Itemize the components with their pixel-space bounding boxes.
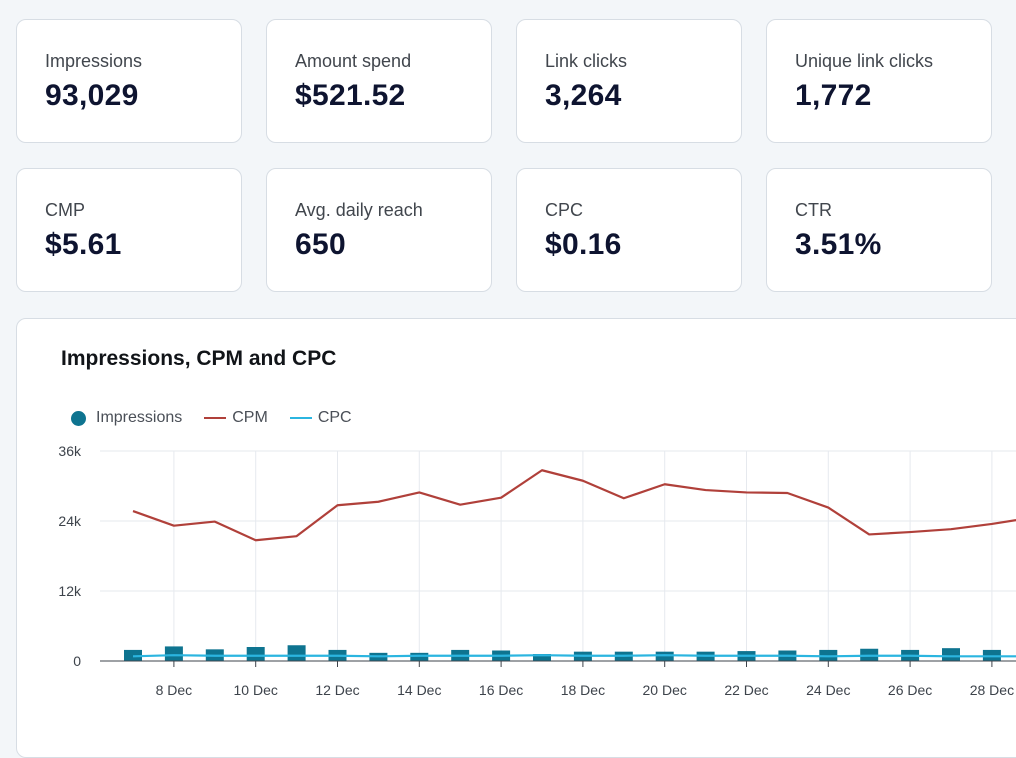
legend-label-cpm: CPM (232, 409, 268, 426)
y-tick-label: 0 (73, 653, 81, 669)
kpi-card-3: Link clicks 3,264 (516, 19, 742, 143)
kpi-card-4: Unique link clicks 1,772 (766, 19, 992, 143)
legend-label-cpc: CPC (317, 409, 352, 426)
kpi-value: $0.16 (545, 228, 622, 261)
chart-card: Impressions, CPM and CPC Impressions CPM… (16, 318, 1016, 758)
kpi-label: CPC (545, 200, 584, 220)
impressions-bar (533, 654, 551, 661)
impressions-bar (942, 648, 960, 661)
chart-plot: 0 12k 24k 36k 8 Dec 10 Dec 12 Dec 14 Dec 16 Dec 1… (58, 443, 1016, 698)
x-tick-label: 20 Dec (643, 682, 687, 698)
x-tick-label: 8 Dec (156, 682, 193, 698)
cpc-line (132, 654, 1016, 658)
x-tick-label: 22 Dec (724, 682, 768, 698)
kpi-label: CTR (795, 200, 832, 220)
impressions-dot-icon (71, 410, 86, 426)
x-tick-label: 26 Dec (888, 682, 932, 698)
kpi-label: Link clicks (545, 51, 628, 71)
chart-title: Impressions, CPM and CPC (61, 347, 337, 370)
kpi-card-6: Avg. daily reach 650 (266, 168, 492, 292)
kpi-value: 3,264 (545, 79, 622, 112)
legend-label-impressions: Impressions (96, 409, 183, 426)
impressions-bar (287, 645, 306, 661)
kpi-card-2: Amount spend $521.52 (266, 19, 492, 143)
kpi-label: Amount spend (295, 51, 412, 71)
impressions-bar (246, 647, 265, 661)
kpi-label: CMP (45, 200, 85, 220)
kpi-value: 3.51% (795, 228, 882, 261)
kpi-value: 650 (295, 228, 346, 261)
kpi-label: Unique link clicks (795, 51, 934, 71)
x-tick-label: 28 Dec (970, 682, 1014, 698)
y-tick-label: 36k (58, 443, 82, 459)
chart-legend: Impressions CPM CPC (71, 409, 374, 427)
kpi-value: 1,772 (795, 79, 872, 112)
kpi-card-1: Impressions 93,029 (16, 19, 242, 143)
impressions-bar (410, 652, 429, 661)
x-tick-label: 16 Dec (479, 682, 523, 698)
y-tick-label: 12k (58, 583, 82, 599)
y-tick-label: 24k (58, 513, 82, 529)
kpi-value: $5.61 (45, 228, 122, 261)
kpi-label: Impressions (45, 51, 143, 71)
x-tick-label: 24 Dec (806, 682, 850, 698)
kpi-card-5: CMP $5.61 (16, 168, 242, 292)
kpi-card-8: CTR 3.51% (766, 168, 992, 292)
cpm-line (132, 469, 1016, 542)
x-tick-label: 14 Dec (397, 682, 441, 698)
kpi-label: Avg. daily reach (295, 200, 423, 220)
x-tick-label: 18 Dec (561, 682, 605, 698)
x-tick-label: 12 Dec (315, 682, 359, 698)
impressions-bar (655, 651, 674, 661)
kpi-value: 93,029 (45, 79, 139, 112)
x-tick-label: 10 Dec (234, 682, 278, 698)
kpi-value: $521.52 (295, 79, 406, 112)
legend-item-cpm[interactable]: CPM (204, 409, 268, 427)
cpc-line-icon (289, 417, 312, 419)
impressions-bar (164, 646, 183, 661)
legend-item-impressions[interactable]: Impressions (71, 409, 182, 427)
legend-item-cpc[interactable]: CPC (289, 409, 352, 427)
cpm-line-icon (204, 417, 227, 419)
kpi-card-7: CPC $0.16 (516, 168, 742, 292)
